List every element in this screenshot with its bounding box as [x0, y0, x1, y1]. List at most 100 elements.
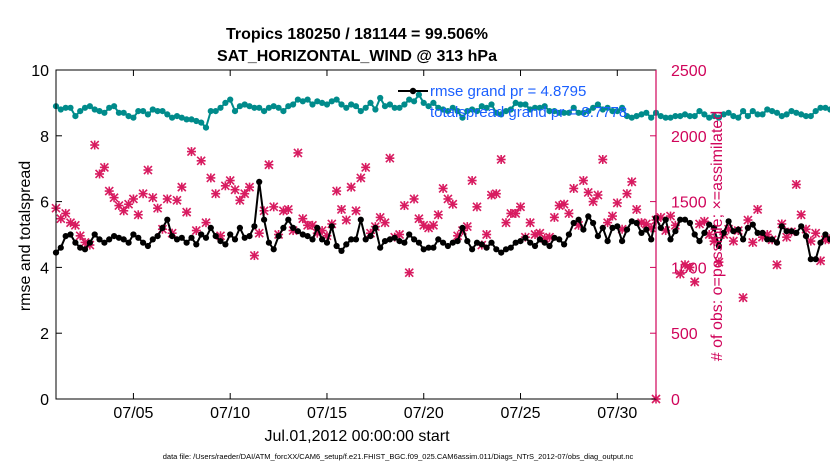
rmse-point [217, 238, 224, 245]
obs-count-point [714, 257, 724, 267]
totalspread-point [778, 113, 785, 120]
totalspread-point [251, 104, 258, 111]
obs-count-point [414, 214, 424, 224]
obs-count-point [603, 218, 613, 228]
totalspread-point [715, 114, 723, 121]
totalspread-point [691, 113, 698, 120]
chart-subtitle: SAT_HORIZONTAL_WIND @ 313 hPa [217, 48, 497, 65]
obs-count-point [162, 194, 172, 204]
totalspread-point [377, 94, 384, 102]
left-y-tick-label: 2 [40, 326, 49, 343]
totalspread-point [319, 99, 326, 106]
totalspread-point [406, 96, 413, 103]
rmse-point [759, 229, 766, 236]
obs-count-point [496, 154, 506, 165]
rmse-point [149, 236, 156, 243]
obs-count-point [385, 153, 395, 163]
obs-count-point [104, 186, 114, 196]
rmse-point [580, 226, 587, 233]
right-y-tick-label: 2000 [671, 129, 707, 146]
obs-count-point [753, 204, 763, 215]
x-tick-label: 07/25 [500, 405, 540, 422]
totalspread-point [580, 109, 587, 116]
obs-count-point [128, 194, 138, 204]
rmse-point [294, 228, 301, 235]
totalspread-point [798, 111, 805, 118]
totalspread-point [565, 109, 573, 116]
rmse-point [333, 242, 340, 250]
x-axis: 07/05 07/10 07/15 07/20 07/25 07/30 [113, 70, 637, 422]
rmse-point [202, 234, 210, 241]
rmse-point [740, 236, 747, 243]
rmse-point [793, 229, 800, 236]
totalspread-point [62, 104, 69, 111]
totalspread-point [348, 101, 355, 108]
totalspread-point [773, 109, 781, 116]
rmse-point [773, 239, 781, 246]
totalspread-point [231, 108, 239, 115]
obs-count-point [225, 175, 235, 186]
rmse-point [594, 233, 602, 240]
obs-count-point [206, 173, 216, 183]
rmse-point [706, 221, 713, 228]
obs-count-point [598, 154, 608, 165]
rmse-point [236, 224, 243, 231]
rmse-point [735, 226, 742, 233]
rmse-point [348, 236, 355, 243]
totalspread-point [265, 104, 272, 111]
totalspread-point [275, 104, 282, 111]
obs-count-point [433, 210, 443, 220]
totalspread-point [570, 104, 577, 111]
obs-count-point [61, 208, 71, 219]
rmse-point [657, 224, 664, 231]
rmse-point [96, 236, 103, 243]
obs-count-point [361, 162, 371, 172]
totalspread-point [667, 114, 674, 121]
left-y-axis-label: rmse and totalspread [17, 161, 34, 311]
totalspread-point [386, 101, 393, 108]
totalspread-point [730, 113, 737, 120]
right-y-tick-label: 1500 [671, 195, 707, 212]
totalspread-point [120, 109, 127, 116]
rmse-point [309, 236, 316, 243]
totalspread-point [498, 111, 505, 118]
totalspread-point [425, 103, 432, 110]
obs-count-point [114, 200, 124, 211]
rmse-point [212, 233, 219, 240]
rmse-point [817, 239, 824, 246]
totalspread-point [725, 109, 732, 116]
right-y-tick-label: 0 [671, 392, 680, 409]
rmse-point [585, 213, 592, 220]
totalspread-point [464, 108, 471, 115]
totalspread-point [672, 113, 679, 120]
rmse-point [130, 231, 137, 238]
rmse-point [677, 216, 684, 223]
rmse-point [406, 231, 413, 238]
obs-count-point [791, 179, 801, 190]
totalspread-point [183, 116, 190, 123]
rmse-point [396, 238, 403, 245]
totalspread-point [261, 108, 268, 115]
rmse-point [227, 231, 234, 238]
obs-count-point [278, 206, 288, 216]
obs-count-point [240, 189, 250, 199]
totalspread-point [101, 109, 108, 116]
totalspread-point [512, 99, 519, 106]
x-tick-label: 07/15 [307, 405, 347, 422]
rmse-point [769, 236, 776, 243]
rmse-point [488, 239, 495, 246]
totalspread-point [202, 124, 210, 131]
totalspread-point [696, 108, 703, 115]
totalspread-point [473, 108, 481, 115]
rmse-point [338, 247, 345, 254]
rmse-point [778, 223, 785, 230]
rmse-point [435, 236, 442, 243]
rmse-point [401, 239, 408, 246]
obs-count-point [482, 229, 492, 240]
totalspread-point [115, 109, 122, 116]
obs-count-point [690, 277, 700, 287]
obs-count-point [511, 208, 521, 219]
totalspread-point [628, 114, 635, 121]
totalspread-point [720, 111, 727, 118]
totalspread-point [270, 103, 277, 110]
